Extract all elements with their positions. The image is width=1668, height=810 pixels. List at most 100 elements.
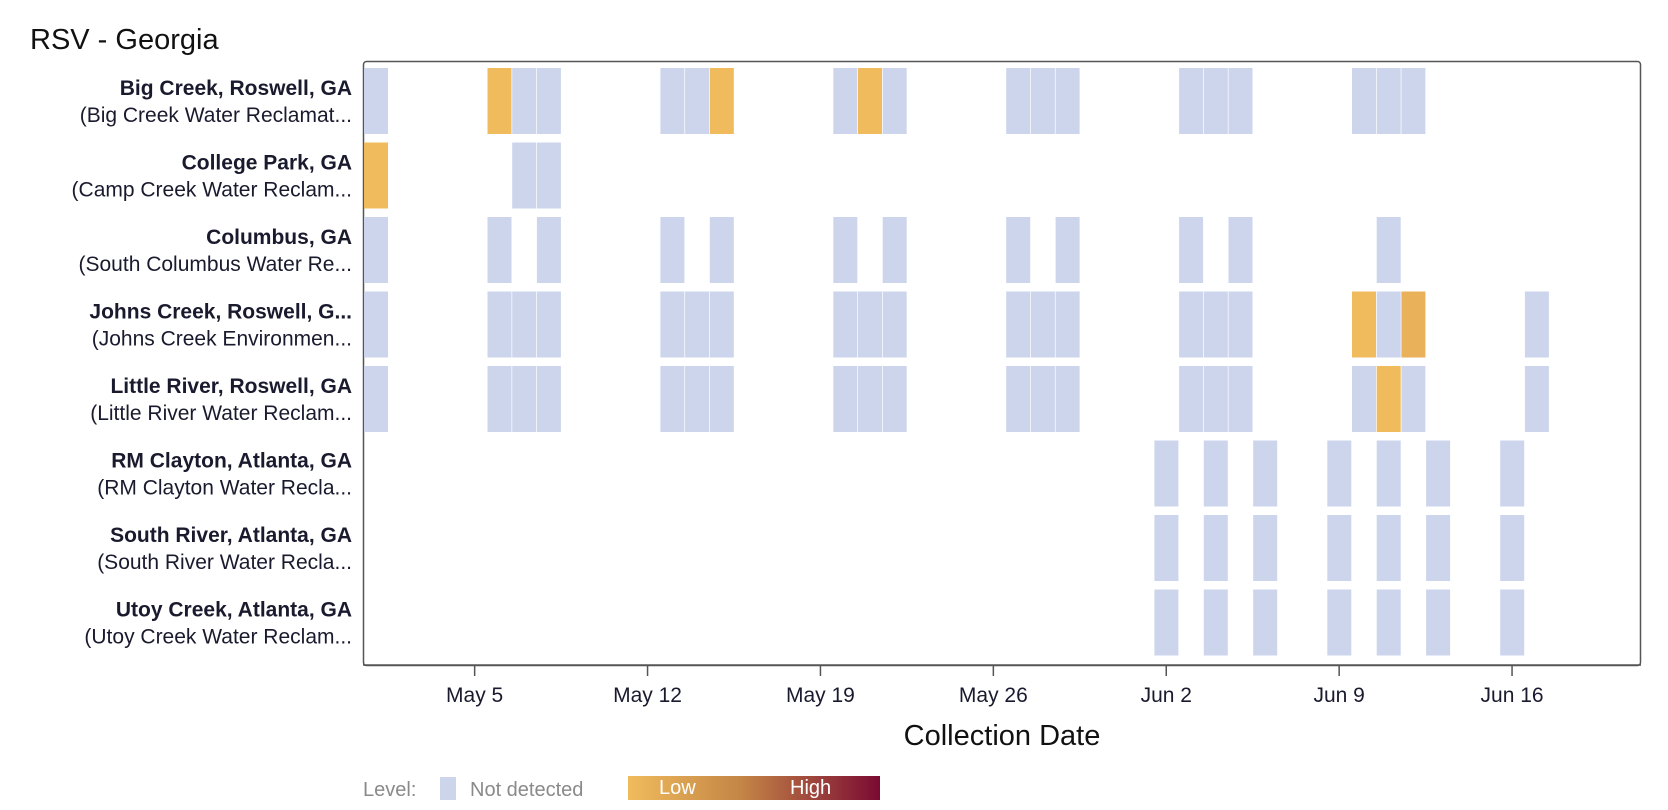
heatmap-cell[interactable]	[1228, 291, 1253, 358]
heatmap-cell[interactable]	[1426, 440, 1451, 507]
heatmap-cell[interactable]	[1524, 366, 1549, 432]
heatmap-cell[interactable]	[1203, 589, 1228, 656]
heatmap-cell[interactable]	[882, 366, 907, 432]
heatmap-cell[interactable]	[536, 217, 561, 283]
site-facility-label: (South River Water Recla...	[97, 551, 352, 574]
heatmap-cell[interactable]	[536, 291, 561, 358]
heatmap-cell[interactable]	[685, 291, 710, 358]
heatmap-cell[interactable]	[1179, 291, 1204, 358]
heatmap-cell[interactable]	[709, 217, 734, 283]
heatmap-cell[interactable]	[1055, 291, 1080, 358]
heatmap-cell[interactable]	[1500, 440, 1525, 507]
heatmap-cell[interactable]	[364, 217, 388, 283]
heatmap-cell[interactable]	[1376, 291, 1401, 358]
heatmap-cell[interactable]	[1352, 291, 1376, 358]
heatmap-cell[interactable]	[882, 291, 907, 358]
heatmap-cell[interactable]	[1376, 68, 1401, 134]
heatmap-cell[interactable]	[1179, 68, 1204, 134]
heatmap-cell[interactable]	[1203, 291, 1228, 358]
heatmap-cell[interactable]	[1055, 366, 1080, 432]
heatmap-cell[interactable]	[1426, 515, 1451, 581]
heatmap-cell[interactable]	[1376, 217, 1401, 283]
site-name-label: RM Clayton, Atlanta, GA	[111, 450, 352, 473]
heatmap-cell[interactable]	[487, 291, 512, 358]
heatmap-cell[interactable]	[833, 366, 858, 432]
heatmap-cell[interactable]	[364, 142, 388, 209]
heatmap-cell[interactable]	[882, 217, 907, 283]
heatmap-cell[interactable]	[1154, 515, 1179, 581]
heatmap-cell[interactable]	[536, 366, 561, 432]
heatmap-cell[interactable]	[1055, 217, 1080, 283]
heatmap-cell[interactable]	[660, 217, 685, 283]
heatmap-cell[interactable]	[1327, 589, 1352, 656]
heatmap-cell[interactable]	[1203, 440, 1228, 507]
heatmap-cell[interactable]	[882, 68, 907, 134]
heatmap-cell[interactable]	[1376, 589, 1401, 656]
heatmap-cell[interactable]	[833, 291, 858, 358]
heatmap-cell[interactable]	[1327, 515, 1352, 581]
heatmap-cell[interactable]	[1401, 366, 1426, 432]
heatmap-cell[interactable]	[1376, 366, 1401, 432]
heatmap-cell[interactable]	[1327, 440, 1352, 507]
heatmap-cell[interactable]	[660, 68, 685, 134]
heatmap-cell[interactable]	[858, 68, 882, 134]
heatmap-cell[interactable]	[1179, 217, 1204, 283]
heatmap-cell[interactable]	[858, 291, 882, 358]
heatmap-cell[interactable]	[1154, 440, 1179, 507]
heatmap-cell[interactable]	[709, 366, 734, 432]
heatmap-cell[interactable]	[660, 291, 685, 358]
legend-not-detected-swatch	[440, 777, 456, 800]
heatmap-cell[interactable]	[1179, 366, 1204, 432]
heatmap-cell[interactable]	[364, 366, 388, 432]
heatmap-cell[interactable]	[487, 217, 512, 283]
heatmap-cell[interactable]	[1500, 515, 1525, 581]
heatmap-cell[interactable]	[685, 68, 710, 134]
heatmap-cell[interactable]	[685, 366, 710, 432]
heatmap-cell[interactable]	[1376, 515, 1401, 581]
heatmap-cell[interactable]	[709, 68, 734, 134]
heatmap-cell[interactable]	[1426, 589, 1451, 656]
heatmap-cell[interactable]	[1228, 366, 1253, 432]
heatmap-cell[interactable]	[512, 142, 537, 209]
heatmap-cell[interactable]	[833, 217, 858, 283]
heatmap-cell[interactable]	[364, 68, 388, 134]
heatmap-cell[interactable]	[487, 68, 512, 134]
heatmap-cell[interactable]	[1006, 366, 1031, 432]
heatmap-cell[interactable]	[833, 68, 858, 134]
heatmap-cell[interactable]	[1352, 68, 1376, 134]
heatmap-cell[interactable]	[1006, 68, 1031, 134]
heatmap-cell[interactable]	[536, 68, 561, 134]
heatmap-cell[interactable]	[512, 366, 537, 432]
heatmap-cell[interactable]	[660, 366, 685, 432]
heatmap-cell[interactable]	[1253, 589, 1278, 656]
x-axis-tick-label: Jun 9	[1313, 684, 1364, 707]
heatmap-cell[interactable]	[1154, 589, 1179, 656]
heatmap-cell[interactable]	[536, 142, 561, 209]
heatmap-cell[interactable]	[1524, 291, 1549, 358]
heatmap-cell[interactable]	[1203, 68, 1228, 134]
heatmap-cell[interactable]	[1228, 68, 1253, 134]
heatmap-cell[interactable]	[487, 366, 512, 432]
heatmap-cell[interactable]	[1203, 366, 1228, 432]
heatmap-cell[interactable]	[1030, 366, 1055, 432]
heatmap-cell[interactable]	[1500, 589, 1525, 656]
heatmap-cell[interactable]	[364, 291, 388, 358]
heatmap-cell[interactable]	[1203, 515, 1228, 581]
heatmap-cell[interactable]	[1055, 68, 1080, 134]
heatmap-cell[interactable]	[1253, 515, 1278, 581]
heatmap-cell[interactable]	[512, 68, 537, 134]
heatmap-cell[interactable]	[1030, 68, 1055, 134]
heatmap-cell[interactable]	[512, 291, 537, 358]
heatmap-cell[interactable]	[1376, 440, 1401, 507]
site-facility-label: (RM Clayton Water Recla...	[97, 477, 352, 500]
heatmap-cell[interactable]	[1006, 291, 1031, 358]
heatmap-cell[interactable]	[1006, 217, 1031, 283]
heatmap-cell[interactable]	[1228, 217, 1253, 283]
heatmap-cell[interactable]	[1401, 68, 1426, 134]
heatmap-cell[interactable]	[1401, 291, 1426, 358]
heatmap-cell[interactable]	[1030, 291, 1055, 358]
heatmap-cell[interactable]	[1253, 440, 1278, 507]
heatmap-cell[interactable]	[709, 291, 734, 358]
heatmap-cell[interactable]	[858, 366, 882, 432]
heatmap-cell[interactable]	[1352, 366, 1376, 432]
